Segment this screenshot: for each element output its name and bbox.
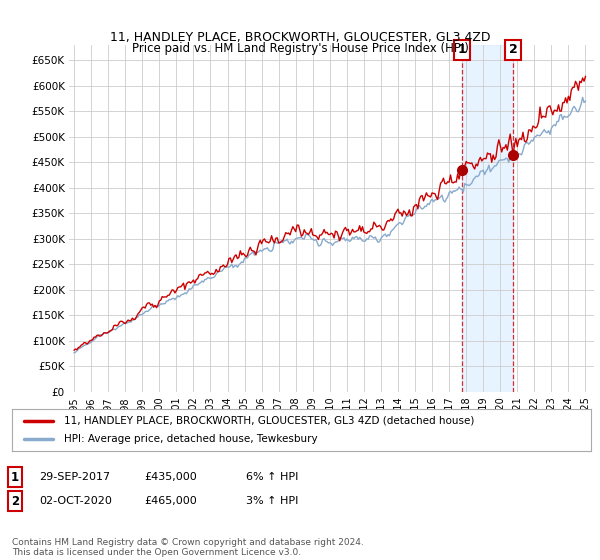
Text: 2: 2 — [11, 494, 19, 508]
Text: 29-SEP-2017: 29-SEP-2017 — [39, 472, 110, 482]
Text: 6% ↑ HPI: 6% ↑ HPI — [246, 472, 298, 482]
Text: HPI: Average price, detached house, Tewkesbury: HPI: Average price, detached house, Tewk… — [64, 434, 318, 444]
Text: 11, HANDLEY PLACE, BROCKWORTH, GLOUCESTER, GL3 4ZD (detached house): 11, HANDLEY PLACE, BROCKWORTH, GLOUCESTE… — [64, 416, 475, 426]
Text: £435,000: £435,000 — [144, 472, 197, 482]
Text: 1: 1 — [458, 44, 466, 57]
Text: 11, HANDLEY PLACE, BROCKWORTH, GLOUCESTER, GL3 4ZD: 11, HANDLEY PLACE, BROCKWORTH, GLOUCESTE… — [110, 31, 490, 44]
Text: 02-OCT-2020: 02-OCT-2020 — [39, 496, 112, 506]
Bar — [462, 45, 513, 392]
Text: 2: 2 — [509, 44, 517, 57]
Text: Price paid vs. HM Land Registry's House Price Index (HPI): Price paid vs. HM Land Registry's House … — [131, 42, 469, 55]
Text: 1: 1 — [11, 470, 19, 484]
Text: 3% ↑ HPI: 3% ↑ HPI — [246, 496, 298, 506]
Text: £465,000: £465,000 — [144, 496, 197, 506]
Text: Contains HM Land Registry data © Crown copyright and database right 2024.
This d: Contains HM Land Registry data © Crown c… — [12, 538, 364, 557]
